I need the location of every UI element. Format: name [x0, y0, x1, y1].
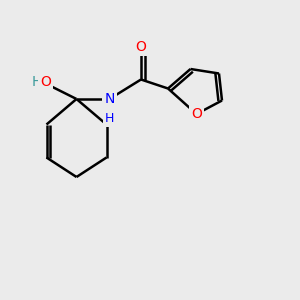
Text: H: H [32, 76, 42, 89]
Text: H: H [105, 112, 114, 125]
Text: O: O [191, 107, 202, 121]
Text: O: O [136, 40, 146, 53]
Text: O: O [40, 76, 51, 89]
Text: N: N [104, 92, 115, 106]
